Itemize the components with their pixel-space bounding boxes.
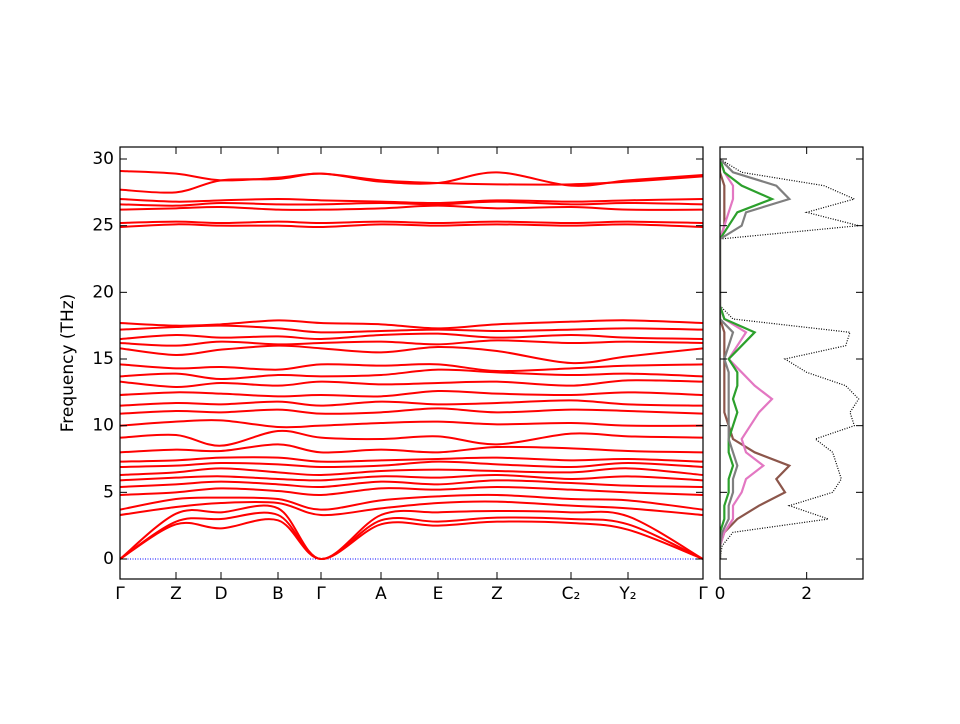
band-line — [120, 170, 703, 186]
band-line — [120, 511, 703, 561]
band-line — [120, 429, 703, 447]
band-line — [120, 223, 703, 229]
band-line — [120, 399, 703, 407]
band-line — [120, 171, 703, 194]
x-tick-label: E — [433, 584, 444, 604]
y-tick-label: 15 — [92, 349, 114, 369]
band-line — [120, 407, 703, 415]
x-tick-label: B — [272, 584, 284, 604]
band-line — [120, 443, 703, 454]
band-line — [120, 379, 703, 389]
band-line — [120, 332, 703, 341]
band-line — [120, 500, 703, 517]
band-line — [120, 460, 703, 469]
plot-area — [120, 170, 703, 561]
band-line — [120, 344, 703, 365]
x-tick-label: Z — [491, 584, 503, 604]
band-line — [120, 319, 703, 330]
y-tick-label: 30 — [92, 149, 114, 169]
plot-area — [720, 158, 860, 560]
band-line — [120, 518, 703, 561]
band-line — [120, 485, 703, 497]
band-line — [120, 363, 703, 373]
band-line — [120, 197, 703, 205]
band-line — [120, 479, 703, 489]
axes-frame — [719, 146, 864, 580]
y-tick-label: 10 — [92, 416, 114, 436]
band-line — [120, 389, 703, 398]
band-line — [120, 339, 703, 347]
band-line — [120, 504, 703, 561]
x-tick-label: Y₂ — [618, 584, 636, 604]
band-line — [120, 493, 703, 511]
dos-line — [720, 158, 860, 560]
x-tick-label: Γ — [115, 584, 125, 604]
x-tick-label: 0 — [715, 584, 726, 604]
y-tick-label: 0 — [103, 549, 114, 569]
x-tick-label: Z — [170, 584, 182, 604]
x-tick-label: Γ — [316, 584, 326, 604]
x-tick-label: A — [375, 584, 387, 604]
band-line — [120, 419, 703, 429]
band-line — [120, 467, 703, 477]
x-tick-label: D — [214, 584, 227, 604]
y-tick-label: 5 — [103, 482, 114, 502]
x-tick-label: Γ — [698, 584, 708, 604]
x-tick-label: C₂ — [562, 584, 581, 604]
band-line — [120, 204, 703, 211]
y-axis-label: Frequency (THz) — [58, 294, 78, 433]
band-line — [120, 200, 703, 207]
band-line — [120, 368, 703, 381]
band-line — [120, 473, 703, 482]
x-tick-label: 2 — [801, 584, 812, 604]
axes-frame — [119, 146, 704, 580]
dos-line — [720, 158, 792, 559]
y-tick-label: 20 — [92, 282, 114, 302]
band-line — [120, 456, 703, 463]
band-line — [120, 220, 703, 225]
dos-line — [720, 158, 775, 559]
y-tick-label: 25 — [92, 216, 114, 236]
